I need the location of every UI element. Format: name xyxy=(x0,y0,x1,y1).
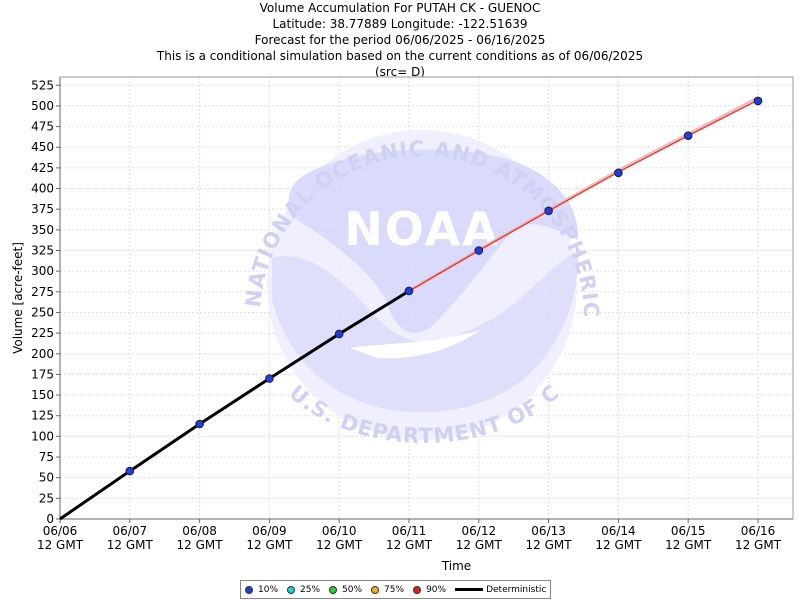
x-tick-date-label: 06/10 xyxy=(322,524,357,538)
y-tick-label: 450 xyxy=(31,140,54,154)
x-tick-time-label: 12 GMT xyxy=(595,538,642,552)
legend-label: 75% xyxy=(384,584,405,595)
legend-item: 25% xyxy=(287,585,320,595)
y-tick-label: 150 xyxy=(31,388,54,402)
series-10pct-point xyxy=(474,246,484,255)
y-tick-label: 475 xyxy=(31,120,54,134)
series-10pct-point xyxy=(334,329,344,339)
x-tick-time-label: 12 GMT xyxy=(316,538,363,552)
chart-subtitle-period: Forecast for the period 06/06/2025 - 06/… xyxy=(254,33,546,47)
legend-dot-swatch xyxy=(245,585,253,594)
legend-item: 90% xyxy=(413,585,446,595)
y-tick-label: 275 xyxy=(31,285,54,299)
y-tick-label: 350 xyxy=(31,223,54,237)
y-tick-label: 200 xyxy=(31,347,54,361)
legend-label: 10% xyxy=(258,584,279,595)
x-tick-time-label: 12 GMT xyxy=(177,538,224,552)
legend-dot-swatch xyxy=(413,585,422,594)
axis-labels: Time Volume [acre-feet] xyxy=(11,242,471,573)
legend-line-swatch xyxy=(455,588,484,591)
x-tick-time-label: 12 GMT xyxy=(456,538,503,552)
y-tick-label: 500 xyxy=(31,99,54,113)
y-axis-label: Volume [acre-feet] xyxy=(11,242,25,354)
x-tick-date-label: 06/09 xyxy=(252,524,287,538)
legend-item: 10% xyxy=(245,585,278,595)
y-tick-label: 175 xyxy=(31,367,54,381)
series-90pct-line xyxy=(408,99,759,292)
x-tick-date-label: 06/06 xyxy=(43,524,78,538)
legend-label: 25% xyxy=(300,584,321,595)
x-tick-date-label: 06/14 xyxy=(601,524,636,538)
chart-title-block: Volume Accumulation For PUTAH CK - GUENO… xyxy=(0,0,800,80)
y-tick-label: 125 xyxy=(31,409,54,423)
y-tick-label: 300 xyxy=(31,264,54,278)
legend: 10% 25% 50% 75% 90% Deterministic xyxy=(240,580,552,599)
axes: 0 25 50 75 100 125 150 175 200 225 250 275 300 325 350… xyxy=(31,76,794,552)
series-10pct-point xyxy=(265,374,274,383)
noaa-bird-wing-highlight xyxy=(350,330,480,359)
chart-title: Volume Accumulation For PUTAH CK - GUENO… xyxy=(259,1,541,15)
y-tick-label: 75 xyxy=(39,450,54,464)
x-tick-date-label: 06/07 xyxy=(113,524,148,538)
noaa-bird-lower xyxy=(272,250,579,413)
legend-dot-swatch xyxy=(287,585,296,594)
y-tick-label: 525 xyxy=(31,78,54,92)
data-series xyxy=(59,96,763,521)
y-tick-label: 100 xyxy=(31,429,54,443)
y-tick-label: 425 xyxy=(31,161,54,175)
x-tick-time-label: 12 GMT xyxy=(735,538,782,552)
chart-subtitle-conditions: This is a conditional simulation based o… xyxy=(156,49,644,63)
series-10pct-point xyxy=(614,168,623,178)
y-tick-label: 250 xyxy=(31,305,54,319)
y-tick-label: 50 xyxy=(39,471,54,485)
series-deterministic-line xyxy=(59,289,410,521)
y-tick-label: 225 xyxy=(31,326,54,340)
series-10pct-point xyxy=(683,131,693,140)
x-tick-date-label: 06/13 xyxy=(531,524,566,538)
legend-item: Deterministic xyxy=(455,585,546,595)
legend-label: 50% xyxy=(342,584,363,595)
legend-label: 90% xyxy=(426,584,447,595)
legend-dot-swatch xyxy=(329,585,338,594)
x-tick-time-label: 12 GMT xyxy=(107,538,154,552)
series-10pct-point xyxy=(195,419,204,429)
x-tick-time-label: 12 GMT xyxy=(246,538,293,552)
legend-label: Deterministic xyxy=(486,584,547,595)
y-tick-label: 0 xyxy=(46,512,54,526)
chart-subtitle-coordinates: Latitude: 38.77889 Longitude: -122.51639 xyxy=(272,17,528,31)
series-10pct-point xyxy=(544,206,553,216)
y-tick-label: 400 xyxy=(31,182,54,196)
series-10pct-point xyxy=(404,286,414,296)
x-tick-time-label: 12 GMT xyxy=(386,538,433,552)
x-tick-date-label: 06/12 xyxy=(462,524,497,538)
y-tick-label: 325 xyxy=(31,243,54,257)
x-tick-time-label: 12 GMT xyxy=(37,538,84,552)
x-tick-date-label: 06/08 xyxy=(182,524,217,538)
legend-item: 75% xyxy=(371,585,404,595)
x-axis-label: Time xyxy=(441,559,471,573)
x-tick-date-label: 06/11 xyxy=(392,524,427,538)
noaa-bird-upper xyxy=(288,149,579,333)
x-tick-time-label: 12 GMT xyxy=(665,538,712,552)
series-10pct-point xyxy=(125,466,135,476)
series-10pct-point xyxy=(753,96,763,106)
noaa-logo-text: NOAA xyxy=(344,202,500,256)
y-tick-label: 25 xyxy=(39,491,54,505)
x-tick-time-label: 12 GMT xyxy=(526,538,573,552)
legend-item: 50% xyxy=(329,585,362,595)
chart-subtitle-source: (src= D) xyxy=(375,65,425,79)
y-tick-label: 375 xyxy=(31,202,54,216)
x-tick-date-label: 06/15 xyxy=(671,524,706,538)
x-tick-date-label: 06/16 xyxy=(741,524,776,538)
legend-dot-swatch xyxy=(371,585,380,594)
